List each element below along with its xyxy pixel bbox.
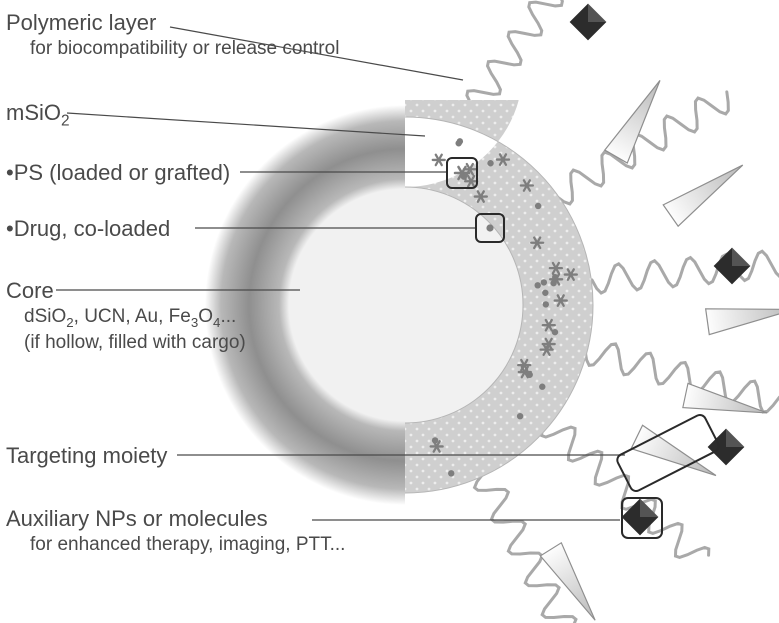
targeting-label: Targeting moiety (6, 443, 167, 469)
polymeric-sub: for biocompatibility or release control (30, 38, 339, 60)
drug-label: •Drug, co-loaded (6, 216, 170, 242)
ps-label: •PS (loaded or grafted) (6, 160, 230, 186)
core-label: Core dSiO2, UCN, Au, Fe3O4... (if hollow… (6, 278, 246, 354)
core-sub2: (if hollow, filled with cargo) (24, 332, 246, 354)
aux-label: Auxiliary NPs or molecules for enhanced … (6, 506, 345, 556)
core-sub1: dSiO2, UCN, Au, Fe3O4... (24, 306, 246, 330)
polymeric-main: Polymeric layer (6, 10, 339, 36)
polymeric-label: Polymeric layer for biocompatibility or … (6, 10, 339, 60)
msio2-label: mSiO2 (6, 100, 70, 130)
